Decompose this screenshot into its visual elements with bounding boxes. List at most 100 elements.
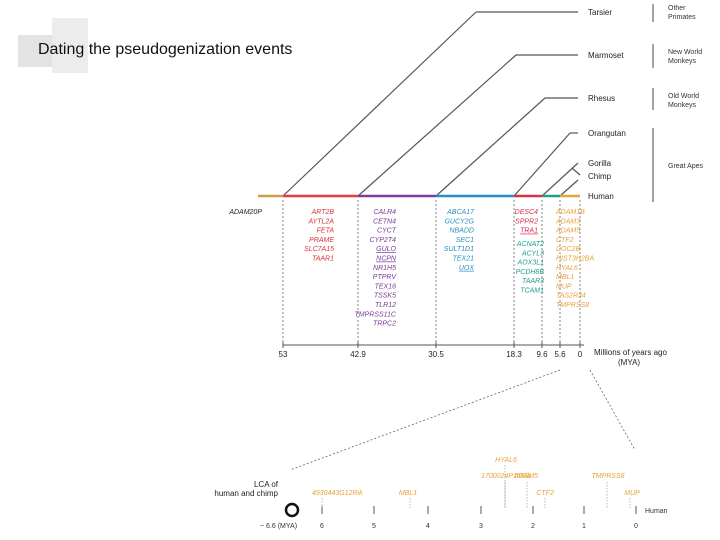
tree-branch [435, 97, 546, 197]
species-gorilla: Gorilla [588, 159, 612, 168]
gene-label: DESC4 [515, 209, 538, 216]
gene-label: TLR12 [375, 302, 396, 309]
species-chimp: Chimp [588, 172, 612, 181]
axis-tick-label: 0 [578, 350, 583, 359]
axis-label-unit: (MYA) [618, 358, 640, 367]
group-great-apes: Great Apes [668, 163, 704, 170]
zoom-tick-label: 3 [479, 523, 483, 530]
axis-label: Millions of years ago [594, 348, 667, 357]
gene-label: TAAR3 [522, 278, 544, 285]
gene-label: SPPR2 [515, 218, 538, 225]
gene-label: SEC1 [456, 237, 474, 244]
zoom-tick-label: 2 [531, 523, 535, 530]
lca-node [284, 502, 300, 518]
zoom-connector [589, 369, 636, 451]
lca-label-2: human and chimp [214, 489, 278, 498]
gene-label: ADAM1B [555, 209, 585, 216]
zoom-end-label: Human [645, 508, 668, 515]
gene-label: TAAR1 [312, 256, 334, 263]
axis-tick-label: 53 [279, 350, 288, 359]
gene-label: TMPRSS11C [355, 311, 397, 318]
gene-label: ART2B [311, 209, 335, 216]
gene-label: AYTL2A [307, 218, 334, 225]
slide-title: Dating the pseudogenization events [38, 41, 293, 58]
zoom-gene-label: HYAL6 [495, 457, 517, 464]
axis-tick-label: 30.5 [428, 350, 444, 359]
gene-label: TCAM1 [520, 288, 544, 295]
gene-label: NBADD [449, 228, 474, 235]
gene-label: ABCA17 [446, 209, 475, 216]
gene-label: TMPRSS8 [556, 302, 589, 309]
gene-label: DOC2B [556, 246, 580, 253]
gene-label: TSSK5 [374, 293, 396, 300]
gene-label: PRAME [309, 237, 334, 244]
zoom-gene-label: 1700024P16Rik [481, 473, 531, 480]
gene-label: MBL1 [556, 274, 574, 281]
gene-label: CYP2T4 [370, 237, 397, 244]
lca-label: LCA of [254, 480, 279, 489]
gene-label: MUP [556, 283, 572, 290]
group-old-world-monkeys: Old World Monkeys [668, 93, 699, 109]
gene-label: NCPN [376, 256, 397, 263]
gene-label: GUCY2G [444, 218, 474, 225]
axis-tick-label: 42.9 [350, 350, 366, 359]
zoom-gene-label: CTF2 [536, 490, 554, 497]
gene-label: CALR4 [373, 209, 396, 216]
title-decoration [18, 35, 58, 67]
tree-branch [513, 132, 571, 197]
phylogenetic-tree [282, 11, 581, 197]
tree-branch [559, 179, 579, 197]
time-axis: 53 42.9 30.5 18.3 9.6 5.6 0 Millions of years … [279, 342, 667, 367]
gene-label: TAS2R34 [556, 293, 586, 300]
zoom-tick-label: 6 [320, 523, 324, 530]
species-orangutan: Orangutan [588, 129, 626, 138]
zoom-gene-label: MBL1 [399, 490, 417, 497]
gene-label: CYCT [377, 228, 397, 235]
gene-label: SULT1D1 [444, 246, 474, 253]
gene-label: TEX21 [453, 256, 475, 263]
zoom-timeline: LCA of human and chimp Human ~ 6.6 (MYA)… [214, 457, 667, 530]
zoom-tick-label: 5 [372, 523, 376, 530]
tree-branch [357, 54, 517, 197]
gene-label: ACYL3 [521, 250, 544, 257]
zoom-tick-label: 4 [426, 523, 430, 530]
title-decoration [52, 18, 88, 73]
gene-label: TRPC2 [373, 321, 396, 328]
gene-label: HYAL6 [556, 265, 578, 272]
gene-label: ADAM20P [228, 209, 262, 216]
zoom-gene-label: TMPRSS8 [591, 473, 624, 480]
species-rhesus: Rhesus [588, 94, 615, 103]
gene-label: PTPRV [373, 274, 398, 281]
zoom-gene-label: MUP [624, 490, 640, 497]
gene-label: PCDH8B [516, 269, 545, 276]
zoom-gene-label: 4930443G12Rik [312, 490, 363, 497]
species-human: Human [588, 192, 614, 201]
gene-label: NR1H5 [373, 265, 396, 272]
gene-label: FETA [317, 228, 335, 235]
gene-label: UOX [459, 265, 475, 272]
tree-branch [282, 11, 477, 197]
axis-tick-label: 5.6 [554, 350, 566, 359]
gene-label: TEX16 [375, 283, 397, 290]
gene-label: ADAM3 [555, 218, 580, 225]
zoom-tick-label: 1 [582, 523, 586, 530]
gene-label: SLC7A15 [304, 246, 334, 253]
gene-label: CETN4 [373, 218, 396, 225]
axis-tick-label: 9.6 [536, 350, 548, 359]
zoom-gene-label: ADAM5 [513, 473, 538, 480]
tree-branch [571, 167, 581, 176]
species-marmoset: Marmoset [588, 51, 624, 60]
zoom-connector [289, 369, 561, 471]
group-new-world-monkeys: New World Monkeys [668, 49, 702, 65]
axis-tick-label: 18.3 [506, 350, 522, 359]
gene-label: CTF2 [556, 237, 574, 244]
species-tarsier: Tarsier [588, 8, 612, 17]
gene-label: HIST3H2BA [556, 256, 594, 263]
gene-label: ADAM5 [555, 228, 580, 235]
time-guides [282, 200, 581, 345]
gene-label: ACNAT2 [516, 241, 544, 248]
gene-label: GULO [376, 246, 396, 253]
zoom-start-label: ~ 6.6 (MYA) [260, 523, 297, 530]
zoom-tick-label: 0 [634, 523, 638, 530]
